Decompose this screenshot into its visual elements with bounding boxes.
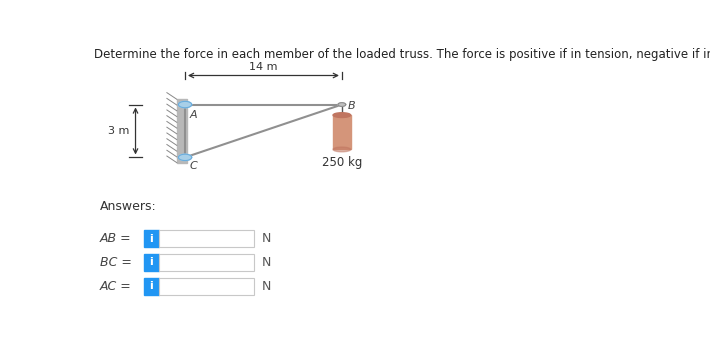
Text: i: i	[150, 257, 153, 267]
FancyBboxPatch shape	[159, 277, 254, 295]
Ellipse shape	[333, 113, 351, 118]
Text: 14 m: 14 m	[249, 62, 278, 72]
Polygon shape	[178, 102, 192, 108]
Text: i: i	[150, 281, 153, 291]
Bar	[143, 254, 159, 271]
Text: BC =: BC =	[99, 256, 131, 269]
Text: B: B	[347, 101, 355, 111]
Polygon shape	[178, 154, 192, 161]
Text: Answers:: Answers:	[99, 200, 156, 213]
Text: i: i	[150, 234, 153, 244]
Polygon shape	[338, 103, 346, 106]
Text: 250 kg: 250 kg	[322, 156, 362, 169]
Ellipse shape	[333, 147, 351, 152]
Text: N: N	[262, 280, 271, 293]
Text: AB =: AB =	[99, 232, 131, 245]
Text: N: N	[262, 256, 271, 269]
Bar	[333, 115, 351, 150]
FancyBboxPatch shape	[159, 254, 254, 271]
Bar	[143, 230, 159, 247]
Text: AC =: AC =	[99, 280, 131, 293]
FancyBboxPatch shape	[159, 230, 254, 247]
Text: N: N	[262, 232, 271, 245]
Text: A: A	[190, 110, 197, 120]
Bar	[143, 277, 159, 295]
Text: Determine the force in each member of the loaded truss. The force is positive if: Determine the force in each member of th…	[94, 48, 710, 61]
Text: 3 m: 3 m	[107, 126, 129, 136]
Bar	[177, 99, 187, 163]
Text: C: C	[190, 161, 197, 172]
